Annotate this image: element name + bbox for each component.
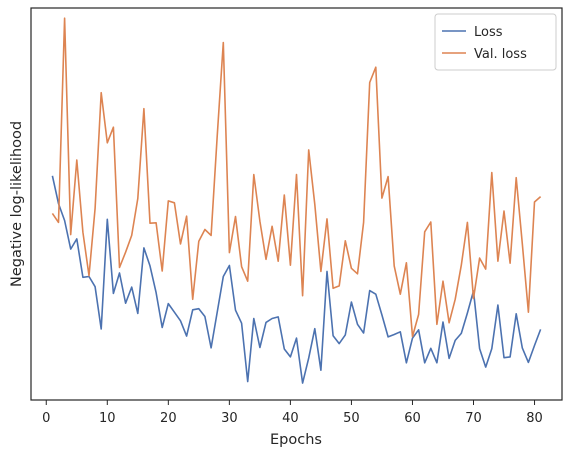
plot-frame <box>30 7 563 401</box>
y-axis-label: Negative log-likelihood <box>9 121 25 287</box>
x-tick-label: 70 <box>465 411 482 426</box>
x-axis-label: Epochs <box>270 432 322 448</box>
legend: Loss Val. loss <box>434 13 557 71</box>
series-line-0 <box>51 175 542 384</box>
x-tick-label: 40 <box>282 411 299 426</box>
x-axis-ticks: 0 10 20 30 40 50 60 70 80 <box>42 400 543 426</box>
series-lines <box>51 17 542 384</box>
x-tick-label: 50 <box>343 411 360 426</box>
x-tick-label: 30 <box>221 411 238 426</box>
legend-box <box>434 13 557 71</box>
legend-label-0: Loss <box>474 25 503 40</box>
x-tick-label: 20 <box>160 411 177 426</box>
legend-label-1: Val. loss <box>474 47 527 62</box>
x-tick-label: 60 <box>404 411 421 426</box>
x-tick-label: 10 <box>99 411 116 426</box>
x-tick-label: 80 <box>526 411 543 426</box>
x-tick-label: 0 <box>42 411 50 426</box>
series-line-1 <box>51 17 542 338</box>
